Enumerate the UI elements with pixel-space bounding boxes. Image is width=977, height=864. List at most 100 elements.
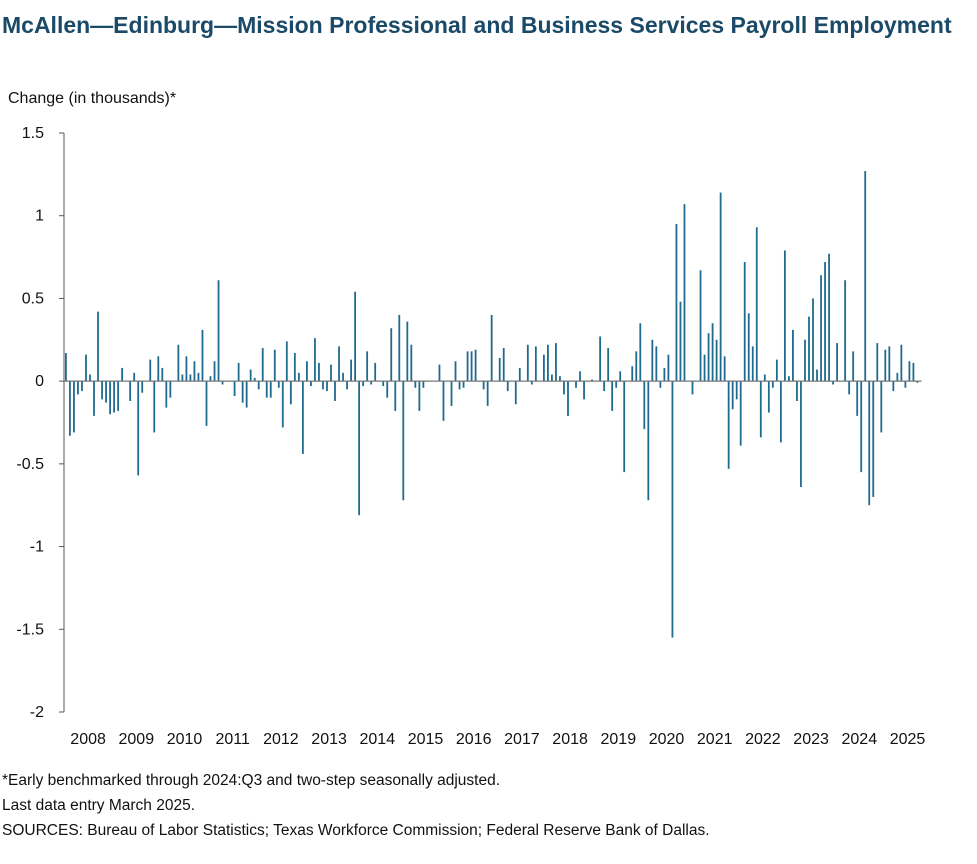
bar [109, 381, 111, 415]
bar [81, 381, 83, 392]
bar [567, 381, 569, 416]
y-tick-label: 1.5 [22, 125, 44, 142]
bar [663, 367, 666, 382]
y-tick-label: 0 [35, 373, 44, 390]
bar [619, 371, 622, 382]
bar [237, 362, 240, 382]
bar [101, 381, 103, 400]
bar [306, 361, 308, 382]
y-axis-label: Change (in thousands)* [8, 90, 177, 107]
bar [318, 362, 320, 382]
bar [699, 270, 702, 382]
bar [193, 361, 196, 382]
bar [177, 344, 180, 382]
bar [273, 349, 276, 382]
bar [719, 192, 722, 382]
bar [559, 376, 561, 382]
bar [482, 381, 485, 390]
y-tick-label: 0.5 [22, 290, 44, 307]
bar [197, 372, 200, 382]
bar [591, 379, 593, 382]
y-axis: 1.5 1 0.5 0 -0.5 -1 -1.5 -2 [16, 125, 65, 721]
x-tick-label: 2025 [890, 731, 926, 748]
bar [338, 346, 340, 382]
bar [454, 361, 457, 382]
bar [675, 223, 678, 382]
bar [105, 381, 107, 403]
bar [269, 381, 272, 398]
bar [735, 381, 738, 400]
bar [418, 381, 421, 411]
footnote: *Early benchmarked through 2024:Q3 and t… [2, 772, 501, 789]
bar [824, 262, 826, 382]
x-tick-label: 2008 [70, 731, 106, 748]
bar [743, 262, 746, 382]
bar [322, 381, 324, 390]
bar [310, 381, 312, 387]
bar [888, 346, 891, 382]
x-tick-label: 2021 [697, 731, 733, 748]
bar [864, 171, 867, 382]
bar [872, 381, 875, 497]
bar [723, 356, 726, 382]
bar [85, 354, 87, 382]
y-tick-label: 1 [35, 208, 44, 225]
chart-notes: *Early benchmarked through 2024:Q3 and t… [2, 768, 710, 843]
bar [181, 374, 184, 382]
bar [297, 372, 300, 382]
bar [671, 381, 674, 638]
bar [253, 377, 256, 382]
bar [73, 381, 75, 433]
bar [354, 291, 356, 382]
y-tick-label: -1 [30, 539, 44, 556]
bar [301, 381, 304, 454]
bar [812, 298, 814, 382]
bar [390, 328, 393, 382]
bar [350, 359, 352, 382]
bar [579, 371, 581, 382]
bar [362, 381, 365, 387]
bar [326, 381, 328, 392]
x-tick-label: 2024 [842, 731, 878, 748]
bar [265, 381, 268, 398]
bar [366, 351, 369, 382]
bar [518, 367, 521, 382]
bar [314, 338, 316, 382]
bar [422, 381, 425, 388]
bar [498, 357, 501, 382]
bar [703, 354, 706, 382]
bar [442, 381, 445, 421]
bar [382, 381, 385, 387]
bar [783, 250, 786, 382]
x-tick-label: 2010 [167, 731, 203, 748]
bar [683, 204, 686, 382]
bar [161, 367, 164, 382]
bar [65, 353, 67, 382]
bar [563, 381, 565, 395]
bar [342, 372, 344, 382]
bar [820, 275, 822, 382]
bar [374, 362, 377, 382]
bar [575, 381, 577, 388]
bar [534, 346, 537, 382]
bar [707, 333, 710, 382]
bar [217, 280, 220, 382]
bar [643, 381, 646, 430]
bar [133, 372, 136, 382]
bar [747, 313, 750, 382]
bar [880, 381, 883, 433]
bar [410, 344, 413, 382]
bar [261, 348, 264, 382]
bar [185, 356, 188, 382]
bar [651, 339, 654, 382]
bar [370, 381, 373, 385]
bar [121, 367, 124, 382]
bar [727, 381, 730, 469]
x-tick-label: 2023 [793, 731, 829, 748]
bar [438, 364, 441, 382]
bar [611, 381, 614, 411]
bar [213, 361, 216, 382]
bar [667, 354, 670, 382]
bar [486, 381, 489, 406]
bar [205, 381, 208, 426]
